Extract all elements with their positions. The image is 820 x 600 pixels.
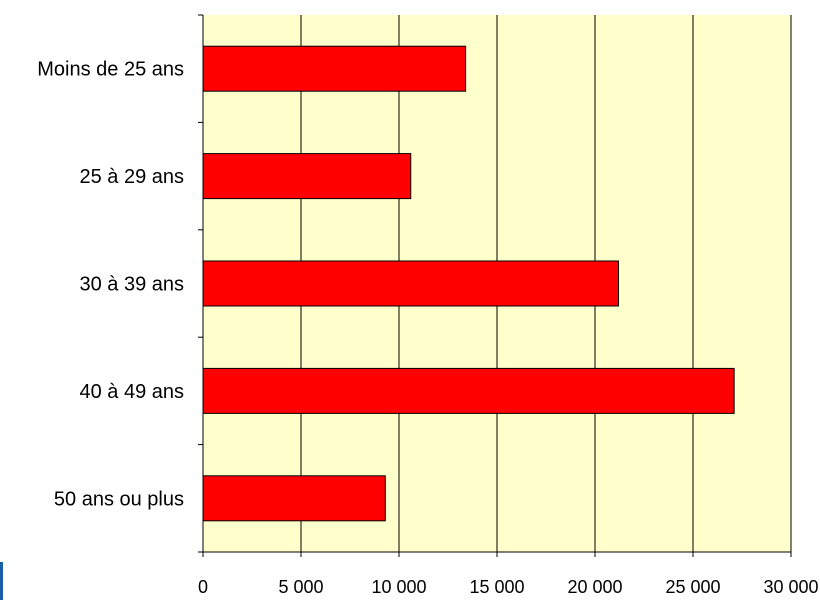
bar-2 [202, 260, 620, 307]
axes [198, 14, 792, 557]
bar-4 [202, 475, 386, 522]
category-label-4: 50 ans ou plus [54, 488, 184, 510]
bar-0 [202, 45, 467, 92]
category-label-0: Moins de 25 ans [37, 59, 184, 81]
x-tick-label-1: 5 000 [278, 577, 323, 597]
x-tick-label-0: 0 [198, 577, 208, 597]
y-tick-labels: Moins de 25 ans 25 à 29 ans 30 à 39 ans 40 … [37, 59, 184, 511]
x-tick-label-5: 25 000 [665, 577, 720, 597]
category-label-1: 25 à 29 ans [79, 166, 184, 188]
x-tick-label-6: 30 000 [763, 577, 818, 597]
category-label-3: 40 à 49 ans [79, 381, 184, 403]
left-accent-bar [0, 562, 3, 600]
x-tick-labels: 0 5 000 10 000 15 000 20 000 25 000 30 000 [198, 577, 819, 597]
bar-3 [202, 367, 735, 414]
x-tick-label-2: 10 000 [371, 577, 426, 597]
x-tick-label-3: 15 000 [469, 577, 524, 597]
bars [202, 45, 735, 522]
x-tick-label-4: 20 000 [567, 577, 622, 597]
category-label-2: 30 à 39 ans [79, 274, 184, 296]
bar-1 [202, 153, 412, 200]
